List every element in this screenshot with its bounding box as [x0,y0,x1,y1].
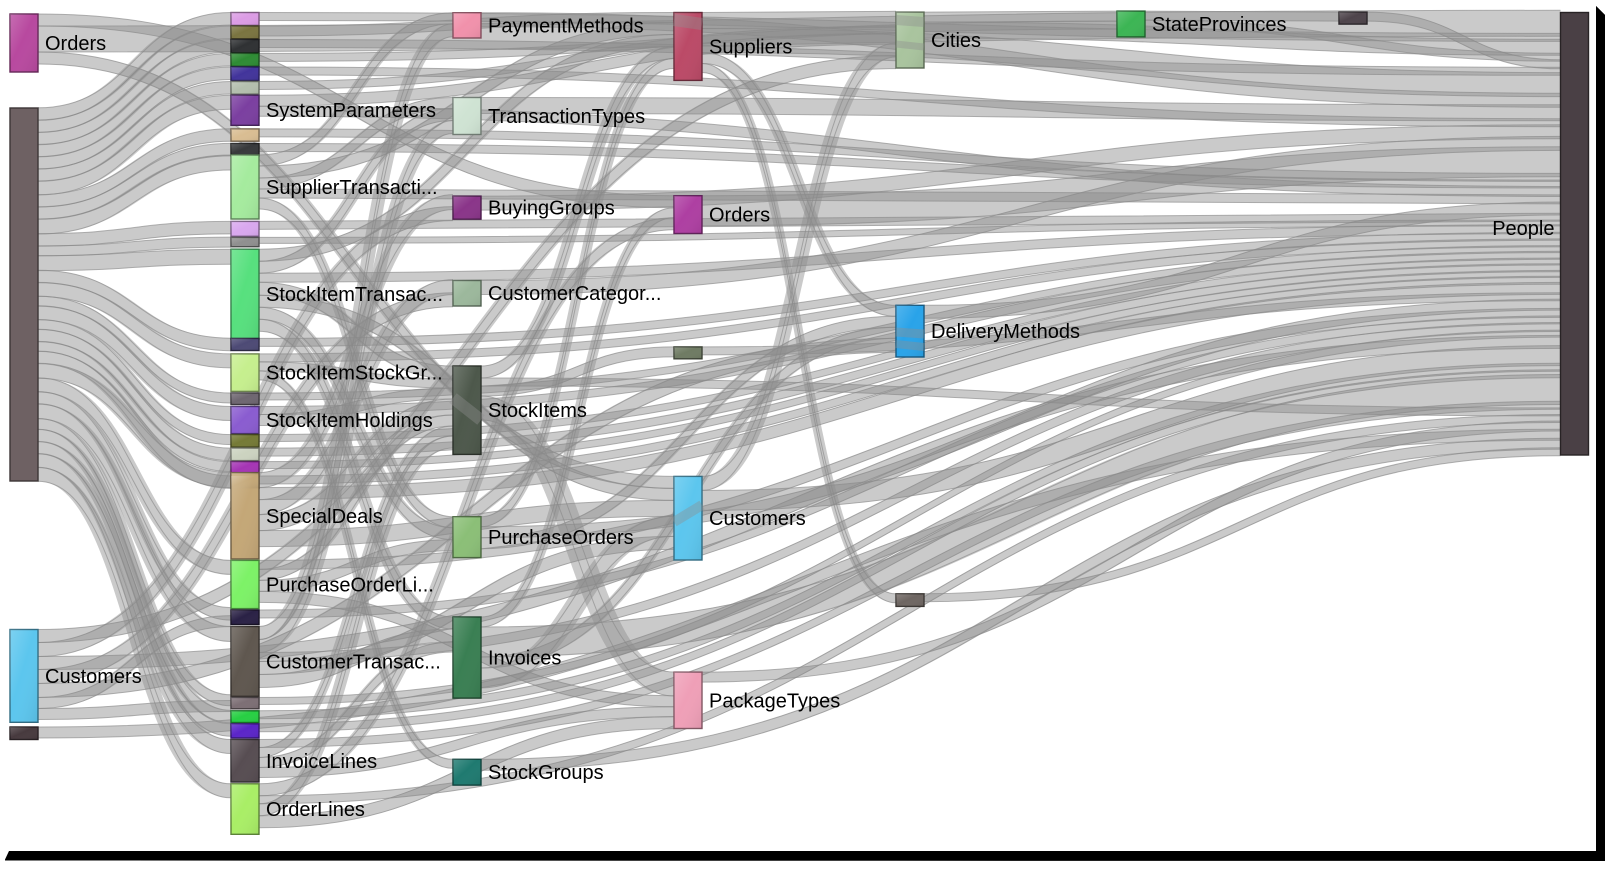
svg-text:People: People [1492,218,1554,240]
svg-text:Suppliers: Suppliers [709,37,792,59]
svg-text:StockItems: StockItems [488,400,587,422]
svg-text:StockItemStockGr...: StockItemStockGr... [266,363,443,385]
svg-text:StockGroups: StockGroups [488,762,604,784]
svg-text:OrderLines: OrderLines [266,799,365,821]
svg-text:StateProvinces: StateProvinces [1152,14,1287,36]
svg-text:Customers: Customers [709,508,806,530]
svg-text:InvoiceLines: InvoiceLines [266,751,377,773]
svg-text:SupplierTransacti...: SupplierTransacti... [266,177,438,199]
svg-text:CustomerCategor...: CustomerCategor... [488,283,661,305]
svg-text:SystemParameters: SystemParameters [266,100,436,122]
svg-text:Orders: Orders [45,33,106,55]
svg-text:StockItemTransac...: StockItemTransac... [266,284,443,306]
svg-text:Cities: Cities [931,30,981,52]
svg-text:DeliveryMethods: DeliveryMethods [931,321,1080,343]
svg-text:PurchaseOrderLi...: PurchaseOrderLi... [266,575,434,597]
svg-text:Invoices: Invoices [488,648,561,670]
svg-text:PurchaseOrders: PurchaseOrders [488,527,634,549]
svg-text:SpecialDeals: SpecialDeals [266,506,383,528]
svg-text:Customers: Customers [45,666,142,688]
svg-text:PaymentMethods: PaymentMethods [488,15,644,37]
svg-text:CustomerTransac...: CustomerTransac... [266,651,441,673]
svg-text:PackageTypes: PackageTypes [709,690,840,712]
svg-text:BuyingGroups: BuyingGroups [488,198,615,220]
svg-text:Orders: Orders [709,205,770,227]
svg-text:StockItemHoldings: StockItemHoldings [266,410,433,432]
svg-text:TransactionTypes: TransactionTypes [488,106,645,128]
